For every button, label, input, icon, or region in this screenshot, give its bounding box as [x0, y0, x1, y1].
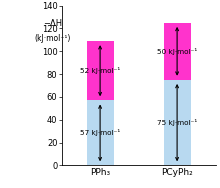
Text: −ΔH: −ΔH: [43, 19, 62, 28]
Bar: [164, 80, 191, 165]
Text: 57 kJ·mol⁻¹: 57 kJ·mol⁻¹: [80, 129, 120, 136]
Text: 50 kJ·mol⁻¹: 50 kJ·mol⁻¹: [157, 48, 197, 55]
Bar: [87, 41, 114, 100]
Text: 52 kJ·mol⁻¹: 52 kJ·mol⁻¹: [80, 67, 120, 74]
Bar: [87, 100, 114, 165]
Bar: [164, 23, 191, 80]
Text: 75 kJ·mol⁻¹: 75 kJ·mol⁻¹: [157, 119, 197, 126]
Text: (kJ·mol⁻¹): (kJ·mol⁻¹): [34, 34, 71, 43]
